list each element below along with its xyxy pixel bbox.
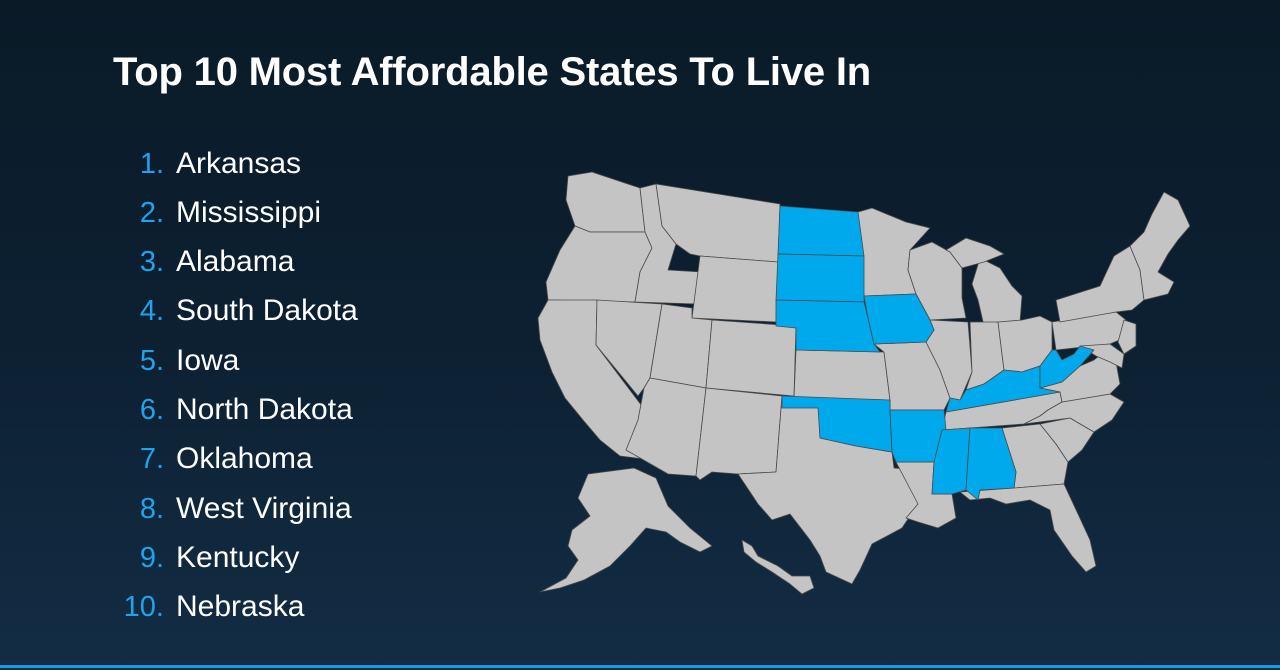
- list-item: 8. West Virginia: [0, 489, 380, 529]
- state-shape-nebraska: [775, 299, 881, 353]
- state-shape-south-dakota: [775, 253, 865, 303]
- state-shape-hawaii: [741, 539, 815, 595]
- list-item: 6. North Dakota: [0, 390, 380, 430]
- state-shape-michigan-lower: [971, 257, 1023, 327]
- state-shape-oregon: [545, 225, 653, 303]
- page-title: Top 10 Most Affordable States To Live In: [113, 50, 871, 94]
- bottom-accent-line: [0, 665, 1280, 668]
- list-item: 4. South Dakota: [0, 291, 380, 331]
- rank-number: 10.: [123, 591, 164, 623]
- state-shape-new-mexico: [695, 387, 783, 481]
- state-shape-wyoming: [691, 255, 779, 323]
- state-shape-montana: [655, 183, 781, 263]
- state-name: West Virginia: [176, 492, 352, 525]
- state-name: North Dakota: [176, 393, 353, 426]
- state-name: Nebraska: [176, 590, 305, 623]
- list-item: 10. Nebraska: [0, 587, 380, 627]
- list-item: 7. Oklahoma: [0, 439, 380, 479]
- state-shape-north-carolina: [1023, 393, 1125, 433]
- state-shape-alabama: [965, 427, 1017, 501]
- state-name: Oklahoma: [176, 442, 313, 475]
- state-shape-new-jersey: [1117, 319, 1137, 355]
- state-shape-new-york: [1055, 245, 1145, 323]
- rank-number: 4.: [139, 295, 164, 327]
- state-shape-colorado: [705, 319, 797, 397]
- list-item: 5. Iowa: [0, 341, 380, 381]
- state-shape-oklahoma: [781, 395, 893, 453]
- state-shape-new-england: [1129, 191, 1191, 301]
- state-shape-west-virginia: [1039, 345, 1095, 389]
- state-shape-michigan-upper: [945, 237, 1005, 269]
- list-item: 3. Alabama: [0, 242, 380, 282]
- rank-number: 9.: [139, 542, 164, 574]
- rank-number: 7.: [139, 443, 164, 475]
- state-shape-north-dakota: [777, 205, 865, 257]
- state-shape-iowa: [863, 293, 935, 345]
- rank-number: 5.: [139, 345, 164, 377]
- rank-number: 1.: [139, 148, 164, 180]
- state-name: South Dakota: [176, 294, 358, 327]
- state-name: Iowa: [176, 344, 240, 377]
- state-shape-alaska: [539, 467, 713, 593]
- rank-number: 8.: [139, 493, 164, 525]
- state-shape-kansas: [793, 349, 891, 401]
- state-shape-washington: [565, 171, 646, 233]
- state-name: Alabama: [176, 245, 295, 278]
- state-name: Arkansas: [176, 147, 302, 180]
- list-item: 9. Kentucky: [0, 538, 380, 578]
- state-shape-florida: [959, 483, 1097, 573]
- state-name: Mississippi: [176, 196, 322, 229]
- rank-number: 3.: [139, 246, 164, 278]
- rank-number: 6.: [139, 394, 164, 426]
- state-name: Kentucky: [176, 541, 300, 574]
- list-item: 1. Arkansas: [0, 144, 380, 184]
- state-shape-wisconsin: [907, 241, 967, 321]
- us-map: [537, 171, 1191, 595]
- rank-number: 2.: [139, 197, 164, 229]
- list-item: 2. Mississippi: [0, 193, 380, 233]
